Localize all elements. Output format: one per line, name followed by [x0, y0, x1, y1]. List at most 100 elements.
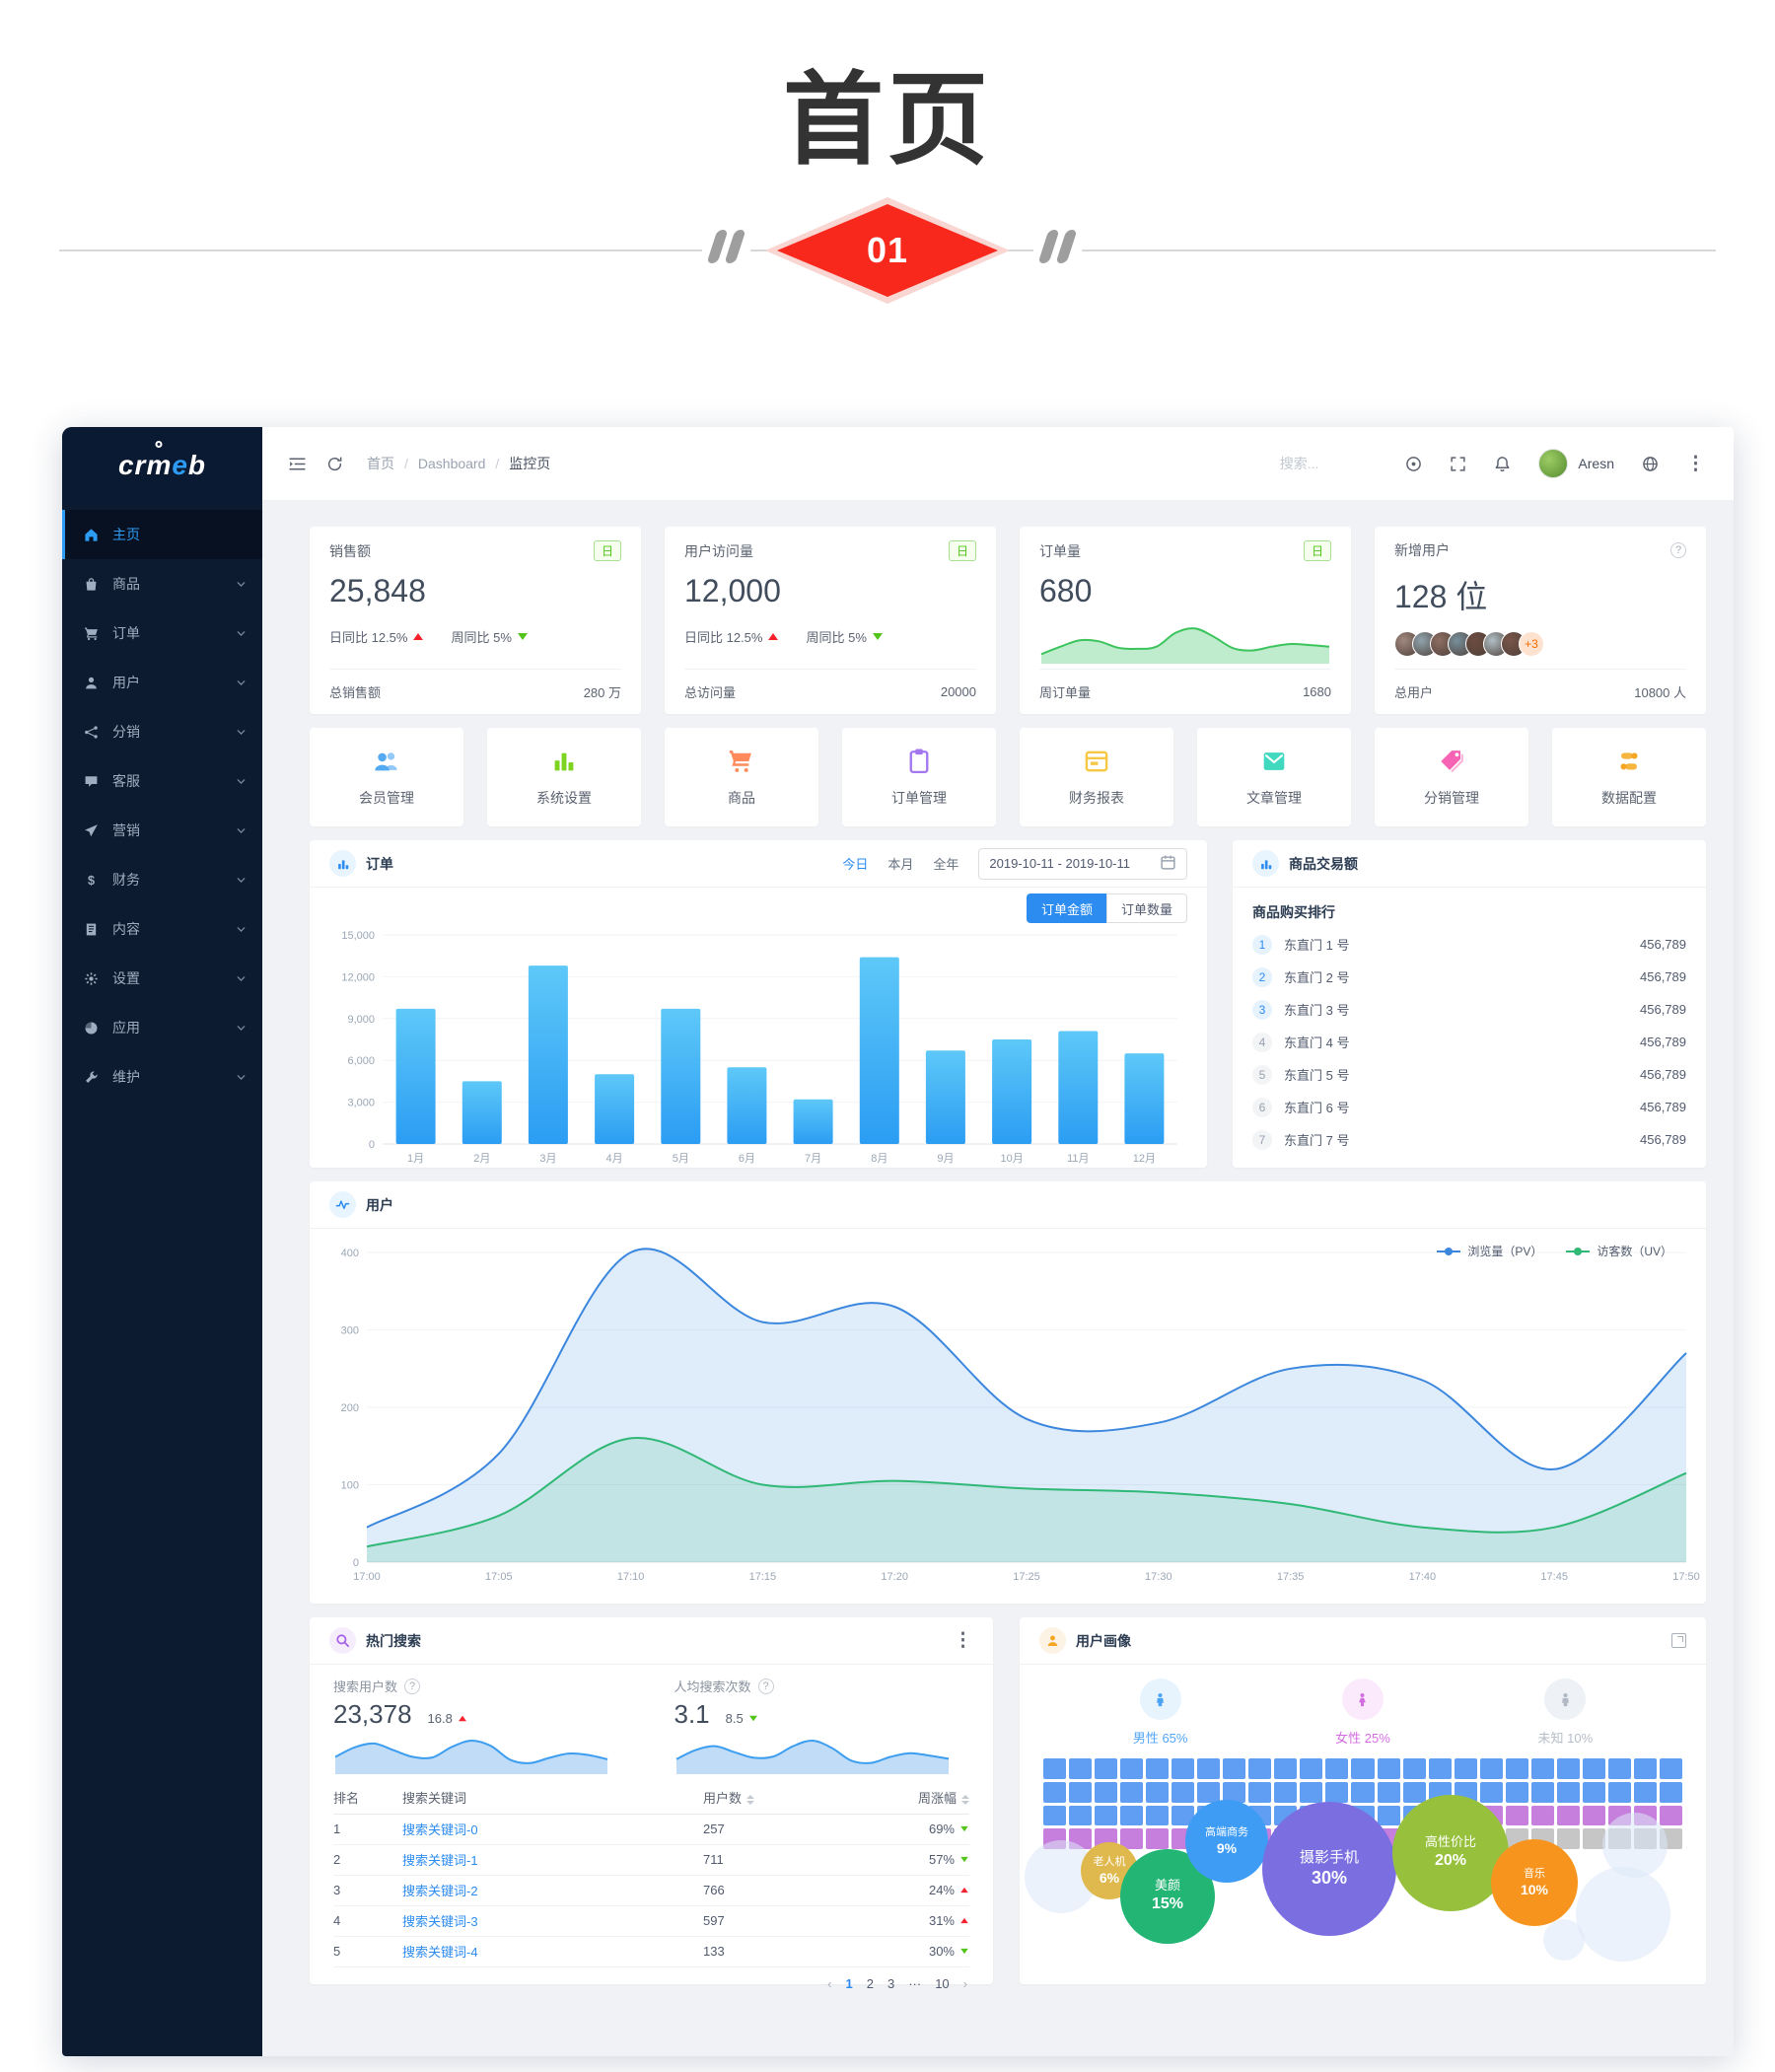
quick-link-report[interactable]: 财务报表 [1020, 728, 1173, 826]
collapse-menu-icon[interactable] [288, 455, 307, 473]
rank-badge: 2 [1252, 966, 1272, 987]
info-icon[interactable]: ? [404, 1678, 421, 1694]
svg-text:200: 200 [341, 1402, 359, 1414]
sidebar-item-maintain[interactable]: 维护 [62, 1052, 262, 1102]
sidebar-item-distribution[interactable]: 分销 [62, 707, 262, 756]
quick-link-tag[interactable]: 分销管理 [1375, 728, 1528, 826]
quick-link-mail[interactable]: 文章管理 [1197, 728, 1351, 826]
info-icon[interactable]: ? [757, 1678, 774, 1694]
quick-link-members[interactable]: 会员管理 [310, 728, 463, 826]
breadcrumb-home[interactable]: 首页 [367, 456, 394, 471]
bubble-高端商务[interactable]: 高端商务 9% [1185, 1800, 1268, 1883]
sidebar-item-home[interactable]: 主页 [62, 510, 262, 559]
sidebar-item-finance[interactable]: $ 财务 [62, 855, 262, 904]
male-icon [1139, 1679, 1181, 1720]
keyword-link[interactable]: 搜索关键词-3 [402, 1914, 478, 1929]
sidebar-item-marketing[interactable]: 营销 [62, 806, 262, 855]
search-users-sparkline [334, 1739, 608, 1774]
chart-metric-toggle: 订单金额 订单数量 [1026, 893, 1187, 923]
page-···[interactable]: ··· [908, 1975, 922, 1991]
quick-link-system[interactable]: 系统设置 [487, 728, 641, 826]
caret-down-icon [960, 1856, 968, 1863]
help-icon[interactable]: ? [1670, 542, 1686, 558]
orders-panel: 订单 今日 本月 全年 2019-10-11 - 2019-10-11 订单金额 订单… [310, 840, 1207, 1168]
waffle-cell [1325, 1758, 1349, 1779]
user-menu[interactable]: Aresn [1538, 449, 1614, 478]
page-3[interactable]: 3 [887, 1975, 895, 1991]
day-badge[interactable]: 日 [1303, 540, 1331, 561]
stat-value: 25,848 [329, 573, 426, 608]
keyword-link[interactable]: 搜索关键词-0 [402, 1822, 478, 1837]
table-row: 2 搜索关键词-1 711 57% [333, 1844, 969, 1876]
keyword-link[interactable]: 搜索关键词-2 [402, 1884, 478, 1898]
sidebar-item-apps[interactable]: 应用 [62, 1003, 262, 1052]
sidebar-item-settings[interactable]: 设置 [62, 954, 262, 1003]
toggle-0[interactable]: 订单金额 [1026, 893, 1106, 923]
page-10[interactable]: 10 [935, 1975, 950, 1991]
quick-link-dataconf[interactable]: 数据配置 [1552, 728, 1706, 826]
gender-stats: 男性 65% 女性 25% 未知 10% [1020, 1665, 1706, 1749]
sidebar-item-contentnav[interactable]: 内容 [62, 904, 262, 954]
search-input[interactable]: 搜索... [1279, 456, 1319, 471]
svg-text:6月: 6月 [739, 1153, 755, 1165]
order-tab-2[interactable]: 全年 [933, 857, 959, 872]
bubble-高性价比[interactable]: 高性价比 20% [1392, 1795, 1509, 1911]
sidebar-item-goods[interactable]: 商品 [62, 559, 262, 608]
fullscreen-icon[interactable] [1450, 456, 1466, 472]
notifications-bell-icon[interactable] [1494, 456, 1511, 472]
sort-icon[interactable] [961, 1794, 969, 1805]
quick-link-cart[interactable]: 商品 [665, 728, 818, 826]
language-globe-icon[interactable] [1642, 456, 1659, 472]
sidebar-item-order[interactable]: 订单 [62, 608, 262, 658]
page-‹[interactable]: ‹ [827, 1975, 832, 1991]
panel-more-icon[interactable]: ⋮ [954, 1630, 973, 1651]
svg-text:17:40: 17:40 [1409, 1571, 1437, 1583]
refresh-icon[interactable] [326, 456, 343, 472]
legend-浏览量（PV）[interactable]: 浏览量（PV） [1437, 1243, 1542, 1259]
day-badge[interactable]: 日 [593, 540, 621, 561]
svg-text:400: 400 [341, 1248, 359, 1259]
day-badge[interactable]: 日 [948, 540, 976, 561]
svg-text:15,000: 15,000 [341, 930, 375, 942]
female-icon [1341, 1679, 1384, 1720]
breadcrumb-dashboard[interactable]: Dashboard [417, 456, 486, 471]
page-›[interactable]: › [962, 1975, 967, 1991]
app-logo[interactable]: cr m e b [62, 427, 262, 504]
keyword-link[interactable]: 搜索关键词-1 [402, 1853, 478, 1868]
toggle-1[interactable]: 订单数量 [1105, 893, 1187, 923]
sidebar-item-service[interactable]: 客服 [62, 756, 262, 806]
product-ranking-list: 1 东直门 1 号 456,789 2 东直门 2 号 456,789 3 东直门 3 号 45… [1233, 928, 1706, 1156]
gender-stat-unknown[interactable]: 未知 10% [1538, 1679, 1593, 1747]
quick-link-clipboard[interactable]: 订单管理 [842, 728, 996, 826]
chevron-down-icon [236, 924, 247, 935]
bubble-音乐[interactable]: 音乐 10% [1491, 1839, 1578, 1926]
waffle-cell [1069, 1805, 1093, 1826]
calendar-icon [1160, 854, 1176, 874]
page-1[interactable]: 1 [845, 1975, 853, 1991]
more-menu-icon[interactable]: ⋮ [1686, 453, 1706, 474]
sidebar-item-user[interactable]: 用户 [62, 658, 262, 707]
expand-icon[interactable] [1671, 1633, 1686, 1648]
order-tab-1[interactable]: 本月 [888, 857, 914, 872]
bubble-摄影手机[interactable]: 摄影手机 30% [1262, 1802, 1396, 1936]
waffle-cell [1248, 1758, 1272, 1779]
svg-text:17:05: 17:05 [485, 1571, 513, 1583]
gender-stat-female[interactable]: 女性 25% [1335, 1679, 1390, 1747]
waffle-cell [1197, 1758, 1221, 1779]
rank-badge: 7 [1252, 1129, 1272, 1150]
record-icon[interactable] [1405, 456, 1422, 472]
keyword-link[interactable]: 搜索关键词-4 [402, 1945, 478, 1960]
order-tab-0[interactable]: 今日 [842, 857, 869, 872]
chevron-down-icon [236, 628, 247, 639]
tag-icon [1437, 747, 1466, 779]
page-2[interactable]: 2 [866, 1975, 874, 1991]
legend-访客数（UV）[interactable]: 访客数（UV） [1566, 1243, 1672, 1259]
gender-stat-male[interactable]: 男性 65% [1133, 1679, 1187, 1747]
svg-text:300: 300 [341, 1325, 359, 1337]
waffle-cell [1607, 1781, 1631, 1803]
svg-text:1月: 1月 [407, 1153, 424, 1165]
waffle-cell [1351, 1781, 1375, 1803]
waffle-cell [1146, 1828, 1170, 1849]
sort-icon[interactable] [746, 1794, 755, 1805]
date-range-picker[interactable]: 2019-10-11 - 2019-10-11 [978, 847, 1187, 880]
